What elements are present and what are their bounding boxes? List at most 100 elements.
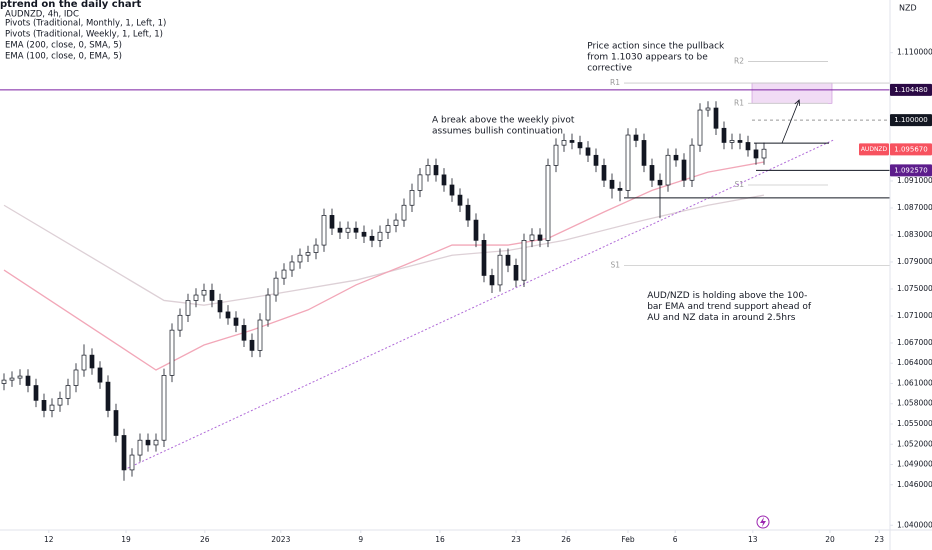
candle-body (689, 144, 695, 181)
candle-body (609, 179, 615, 189)
chart-subtitle: AUDNZD, 4h, IDC (5, 10, 79, 20)
indicator-label: Pivots (Traditional, Weekly, 1, Left, 1) (5, 30, 163, 40)
candle-body (417, 174, 423, 191)
candle-body (489, 275, 495, 286)
candle-body (353, 227, 359, 233)
candle-body (505, 254, 511, 266)
candle-body (57, 397, 63, 406)
candle-body (25, 375, 31, 386)
candle-body (217, 300, 223, 313)
candle-body (737, 140, 743, 143)
indicator-label: EMA (200, close, 0, SMA, 5) (5, 41, 122, 51)
y-tick-label: 1.061000 (897, 378, 932, 387)
candle-body (617, 188, 623, 191)
candle-body (393, 219, 399, 226)
candle-body (177, 314, 183, 331)
pivot-label: S1 (734, 180, 744, 189)
x-tick-label: Feb (621, 535, 635, 544)
candle-body (225, 311, 231, 319)
price-badge-label: 1.104480 (894, 86, 927, 94)
annotation: bar EMA and trend support ahead of (647, 302, 812, 312)
price-badge (890, 164, 932, 177)
y-tick-label: 1.079000 (897, 257, 932, 266)
y-tick-label: 1.071000 (897, 311, 932, 320)
candle-body (457, 194, 463, 206)
y-tick-label: 1.040000 (897, 520, 932, 529)
pivot-label: R1 (610, 78, 620, 87)
annotation: from 1.1030 appears to be (587, 52, 708, 62)
x-tick-label: 16 (435, 535, 445, 544)
candle-body (361, 231, 367, 237)
candle-body (49, 404, 55, 411)
lightning-icon[interactable] (756, 515, 770, 529)
candle-body (209, 289, 215, 301)
x-tick-label: 12 (44, 535, 54, 544)
price-badge (890, 83, 932, 96)
candle-body (649, 165, 655, 181)
candle-body (673, 154, 679, 161)
candle-body (17, 375, 23, 379)
y-tick-label: 1.064000 (897, 358, 932, 367)
plot-area: R2 R1 R1 S1 S1 (0, 56, 890, 481)
moving-average-line (3, 194, 765, 306)
candle-body (657, 179, 663, 186)
x-tick-label: 20 (825, 535, 835, 544)
candle-body (425, 165, 431, 176)
candle-body (305, 252, 311, 256)
pivot-label: R1 (734, 98, 744, 107)
indicator-label: Pivots (Traditional, Monthly, 1, Left, 1… (5, 19, 166, 29)
x-tick-label: 23 (511, 535, 521, 544)
candle-body (625, 134, 631, 191)
y-tick-label: 1.052000 (897, 439, 932, 448)
candle-body (145, 439, 151, 446)
candle-body (377, 231, 383, 241)
candle-body (33, 385, 39, 401)
candle-body (441, 174, 447, 186)
candle-body (41, 400, 47, 411)
candle-body (585, 147, 591, 156)
candle-body (257, 319, 263, 351)
annotation: Price action since the pullback (587, 41, 725, 51)
x-tick-label: 23 (874, 535, 884, 544)
candle-body (409, 190, 415, 206)
candle-body (721, 127, 727, 143)
candle-body (601, 165, 607, 181)
arrow-head (794, 99, 801, 106)
candle-body (761, 148, 767, 159)
candle-body (329, 215, 335, 229)
candle-body (577, 142, 583, 149)
candle-body (129, 454, 135, 471)
candle-body (313, 244, 319, 253)
price-badge-label: 1.092570 (894, 166, 927, 174)
candle-body (401, 204, 407, 221)
trendline (123, 139, 835, 471)
candle-body (73, 369, 79, 386)
candle-body (545, 165, 551, 241)
annotation: assumes bullish continuation (432, 127, 563, 137)
candle-body (65, 385, 71, 399)
annotation: A break above the weekly pivot (432, 116, 575, 126)
y-tick-label: 1.049000 (897, 460, 932, 469)
x-tick-label: 2023 (271, 535, 290, 544)
candle-body (1, 379, 7, 384)
price-badge-label: 1.100000 (894, 116, 927, 124)
y-tick-label: 1.087000 (897, 203, 932, 212)
candle-body (97, 367, 103, 383)
y-tick-label: 1.091000 (897, 176, 932, 185)
candle-body (465, 204, 471, 221)
candle-body (537, 234, 543, 241)
candle-body (345, 227, 351, 233)
x-tick-label: 13 (748, 535, 758, 544)
candle-body (193, 294, 199, 301)
candle-body (249, 339, 255, 351)
candle-body (713, 107, 719, 129)
candle-body (241, 325, 247, 341)
pivot-label: R2 (734, 56, 744, 65)
annotation: AU and NZ data in around 2.5hrs (647, 313, 796, 323)
candle-body (641, 140, 647, 166)
moving-average-line (3, 161, 765, 371)
candle-body (137, 439, 143, 456)
candle-body (385, 225, 391, 233)
candle-body (473, 219, 479, 241)
y-tick-label: 1.083000 (897, 230, 932, 239)
